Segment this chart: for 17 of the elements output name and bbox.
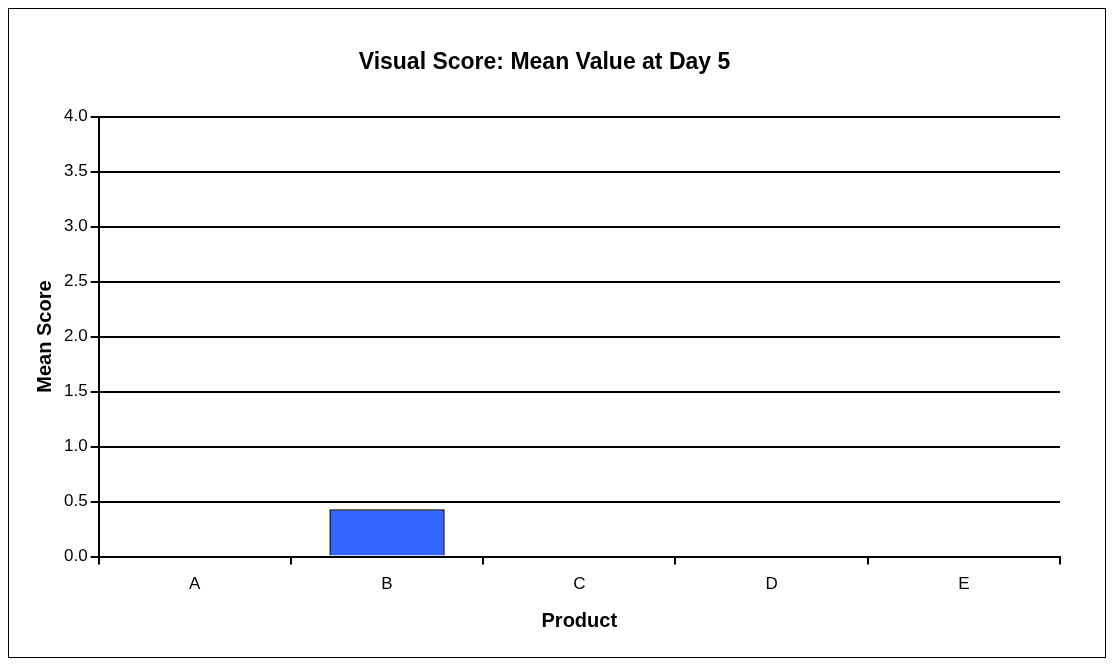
y-tick-label: 2.5 — [63, 271, 88, 291]
y-tick-label: 1.5 — [63, 381, 88, 401]
y-tick-label: 3.5 — [63, 161, 88, 181]
chart-title: Visual Score: Mean Value at Day 5 — [358, 48, 731, 75]
y-tick-label: 2.0 — [63, 326, 88, 346]
y-axis-title: Mean Score — [32, 280, 55, 393]
y-tick-label: 0.5 — [63, 491, 88, 511]
y-tick-label: 0.0 — [63, 546, 88, 566]
x-axis-title: Product — [541, 608, 618, 631]
x-tick-label: C — [573, 574, 586, 594]
x-tick-label: B — [381, 574, 393, 594]
x-tick-label: E — [958, 574, 970, 594]
y-tick-label: 1.0 — [63, 436, 88, 456]
y-tick-label: 3.0 — [63, 216, 88, 236]
x-tick-label: D — [765, 574, 778, 594]
x-tick-label: A — [189, 574, 202, 594]
y-tick-label: 4.0 — [63, 106, 88, 126]
